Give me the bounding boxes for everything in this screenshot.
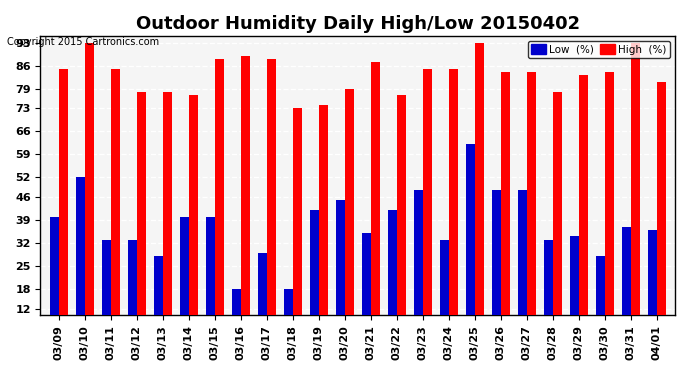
Bar: [154, 256, 163, 348]
Bar: [206, 217, 215, 348]
Title: Outdoor Humidity Daily High/Low 20150402: Outdoor Humidity Daily High/Low 20150402: [136, 15, 580, 33]
Bar: [85, 42, 94, 348]
Bar: [570, 236, 579, 348]
Bar: [475, 42, 484, 348]
Bar: [413, 190, 423, 348]
Bar: [440, 240, 449, 348]
Bar: [76, 177, 85, 348]
Bar: [605, 72, 614, 348]
Bar: [371, 62, 380, 348]
Bar: [553, 92, 562, 348]
Bar: [232, 289, 241, 348]
Bar: [319, 105, 328, 348]
Bar: [284, 289, 293, 348]
Bar: [163, 92, 172, 348]
Bar: [188, 95, 198, 348]
Bar: [241, 56, 250, 348]
Bar: [648, 230, 657, 348]
Bar: [657, 82, 666, 348]
Bar: [215, 59, 224, 348]
Bar: [59, 69, 68, 348]
Bar: [179, 217, 188, 348]
Bar: [335, 200, 345, 348]
Bar: [101, 240, 110, 348]
Bar: [631, 42, 640, 348]
Bar: [595, 256, 605, 348]
Bar: [257, 253, 267, 348]
Bar: [388, 210, 397, 348]
Text: Copyright 2015 Cartronics.com: Copyright 2015 Cartronics.com: [7, 37, 159, 47]
Bar: [110, 69, 120, 348]
Bar: [397, 95, 406, 348]
Bar: [423, 69, 432, 348]
Bar: [466, 144, 475, 348]
Bar: [622, 226, 631, 348]
Bar: [310, 210, 319, 348]
Bar: [267, 59, 276, 348]
Bar: [362, 233, 371, 348]
Bar: [293, 108, 302, 348]
Bar: [544, 240, 553, 348]
Bar: [137, 92, 146, 348]
Bar: [501, 72, 510, 348]
Bar: [579, 75, 588, 348]
Bar: [518, 190, 526, 348]
Bar: [492, 190, 501, 348]
Bar: [345, 88, 354, 348]
Bar: [128, 240, 137, 348]
Bar: [526, 72, 536, 348]
Legend: Low  (%), High  (%): Low (%), High (%): [528, 41, 670, 58]
Bar: [448, 69, 458, 348]
Bar: [50, 217, 59, 348]
